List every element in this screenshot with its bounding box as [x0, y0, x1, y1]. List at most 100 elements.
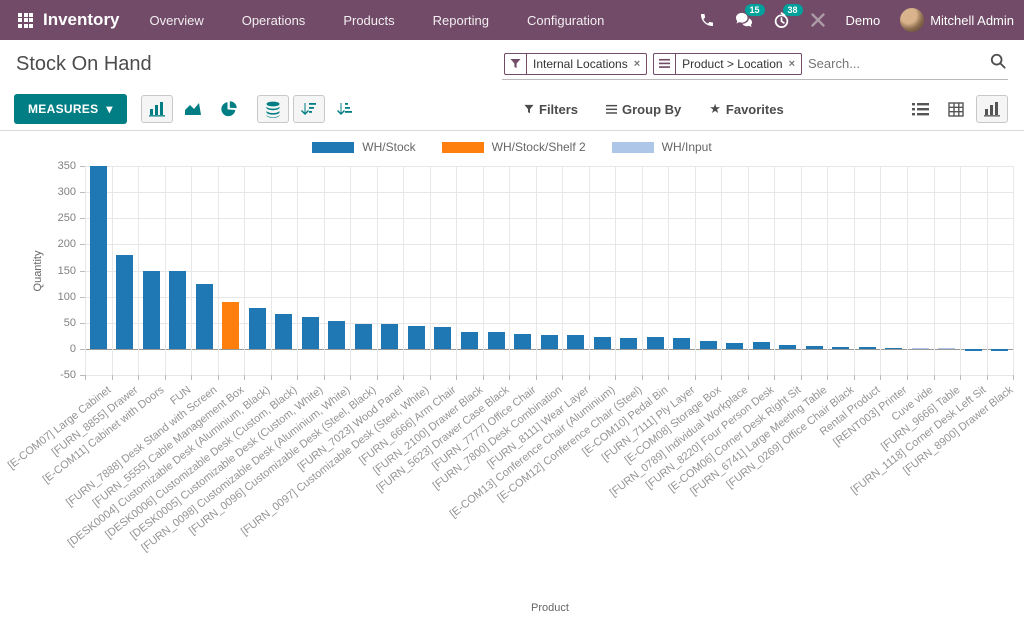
search-icon[interactable] — [990, 53, 1006, 74]
bar-3[interactable] — [143, 271, 160, 349]
search-input[interactable] — [808, 56, 984, 71]
bar-12[interactable] — [381, 324, 398, 349]
gridline — [801, 166, 802, 375]
bar-4[interactable] — [169, 271, 186, 349]
group-by-icon — [606, 104, 617, 115]
gridline — [350, 166, 351, 375]
gridline — [85, 375, 1013, 376]
filters-menu[interactable]: Filters — [524, 101, 578, 117]
nav-menu-operations[interactable]: Operations — [242, 13, 306, 28]
x-tick — [430, 375, 431, 380]
pivot-view-button[interactable] — [940, 95, 972, 123]
gridline — [483, 166, 484, 375]
filter-icon — [505, 54, 527, 74]
apps-menu-icon[interactable] — [18, 13, 33, 28]
list-view-button[interactable] — [904, 95, 936, 123]
bar-35[interactable] — [991, 349, 1008, 352]
x-tick — [1013, 375, 1014, 380]
gridline — [721, 166, 722, 375]
legend-item[interactable]: WH/Stock/Shelf 2 — [442, 140, 586, 154]
measures-button[interactable]: MEASURES ▾ — [14, 94, 127, 124]
favorites-menu[interactable]: ★ Favorites — [709, 101, 783, 117]
x-tick — [483, 375, 484, 380]
search-facet: Internal Locations × — [504, 53, 647, 75]
facet-label: Internal Locations — [533, 57, 628, 71]
nav-menu-configuration[interactable]: Configuration — [527, 13, 604, 28]
gridline — [85, 166, 86, 375]
legend-item[interactable]: WH/Stock — [312, 140, 415, 154]
app-name[interactable]: Inventory — [43, 10, 120, 30]
bar-18[interactable] — [541, 335, 558, 349]
bar-10[interactable] — [328, 321, 345, 349]
bar-5[interactable] — [196, 284, 213, 349]
bar-6[interactable] — [222, 302, 239, 349]
messages-icon[interactable]: 15 — [735, 12, 753, 28]
nav-menu-overview[interactable]: Overview — [150, 13, 204, 28]
x-tick — [191, 375, 192, 380]
gridline — [244, 166, 245, 375]
bar-29[interactable] — [832, 347, 849, 349]
bar-24[interactable] — [700, 341, 717, 349]
gridline — [509, 166, 510, 375]
bar-25[interactable] — [726, 343, 743, 349]
x-tick — [774, 375, 775, 380]
bar-14[interactable] — [434, 327, 451, 349]
facet-close-icon[interactable]: × — [789, 58, 795, 70]
bar-26[interactable] — [753, 342, 770, 349]
gridline — [165, 166, 166, 375]
company-switcher[interactable]: Demo — [846, 13, 881, 28]
group-by-icon — [654, 54, 676, 74]
pie-chart-mode-button[interactable] — [213, 95, 245, 123]
bar-19[interactable] — [567, 335, 584, 349]
x-tick — [138, 375, 139, 380]
bar-13[interactable] — [408, 326, 425, 349]
bar-8[interactable] — [275, 314, 292, 349]
debug-tools-icon[interactable] — [810, 12, 826, 28]
bar-7[interactable] — [249, 308, 266, 349]
line-chart-mode-button[interactable] — [177, 95, 209, 123]
sort-ascending-button[interactable] — [329, 95, 361, 123]
bar-16[interactable] — [488, 332, 505, 349]
bar-34[interactable] — [965, 349, 982, 352]
bar-2[interactable] — [116, 255, 133, 349]
sort-descending-button[interactable] — [293, 95, 325, 123]
activities-count-badge: 38 — [783, 4, 803, 16]
x-tick — [854, 375, 855, 380]
search-bar[interactable]: Internal Locations×Product > Location× — [502, 49, 1008, 80]
nav-menu-reporting[interactable]: Reporting — [433, 13, 489, 28]
bar-15[interactable] — [461, 332, 478, 349]
bar-27[interactable] — [779, 345, 796, 349]
stacked-toggle-button[interactable] — [257, 95, 289, 123]
legend-item[interactable]: WH/Input — [612, 140, 712, 154]
bar-11[interactable] — [355, 324, 372, 349]
bar-32[interactable] — [912, 348, 929, 349]
activities-icon[interactable]: 38 — [773, 12, 790, 29]
bar-17[interactable] — [514, 334, 531, 349]
y-tick-label: 150 — [40, 265, 76, 277]
y-tick-label: 100 — [40, 291, 76, 303]
bar-31[interactable] — [885, 348, 902, 349]
bar-22[interactable] — [647, 337, 664, 349]
stock-bar-chart: WH/StockWH/Stock/Shelf 2WH/Input 3503002… — [0, 131, 1024, 627]
x-tick — [165, 375, 166, 380]
group-by-menu[interactable]: Group By — [606, 101, 681, 117]
bar-20[interactable] — [594, 337, 611, 349]
user-menu[interactable]: Mitchell Admin — [900, 8, 1014, 32]
graph-view-button[interactable] — [976, 95, 1008, 123]
nav-menu-products[interactable]: Products — [343, 13, 394, 28]
x-axis-title: Product — [0, 602, 1024, 614]
bar-28[interactable] — [806, 346, 823, 349]
bar-21[interactable] — [620, 338, 637, 349]
bar-chart-mode-button[interactable] — [141, 95, 173, 123]
bar-1[interactable] — [90, 166, 107, 349]
gridline — [112, 166, 113, 375]
bar-30[interactable] — [859, 347, 876, 349]
phone-icon[interactable] — [699, 12, 715, 28]
gridline — [695, 166, 696, 375]
gridline — [297, 166, 298, 375]
x-tick — [85, 375, 86, 380]
bar-23[interactable] — [673, 338, 690, 348]
facet-close-icon[interactable]: × — [634, 58, 640, 70]
bar-9[interactable] — [302, 317, 319, 349]
bar-33[interactable] — [938, 348, 955, 349]
